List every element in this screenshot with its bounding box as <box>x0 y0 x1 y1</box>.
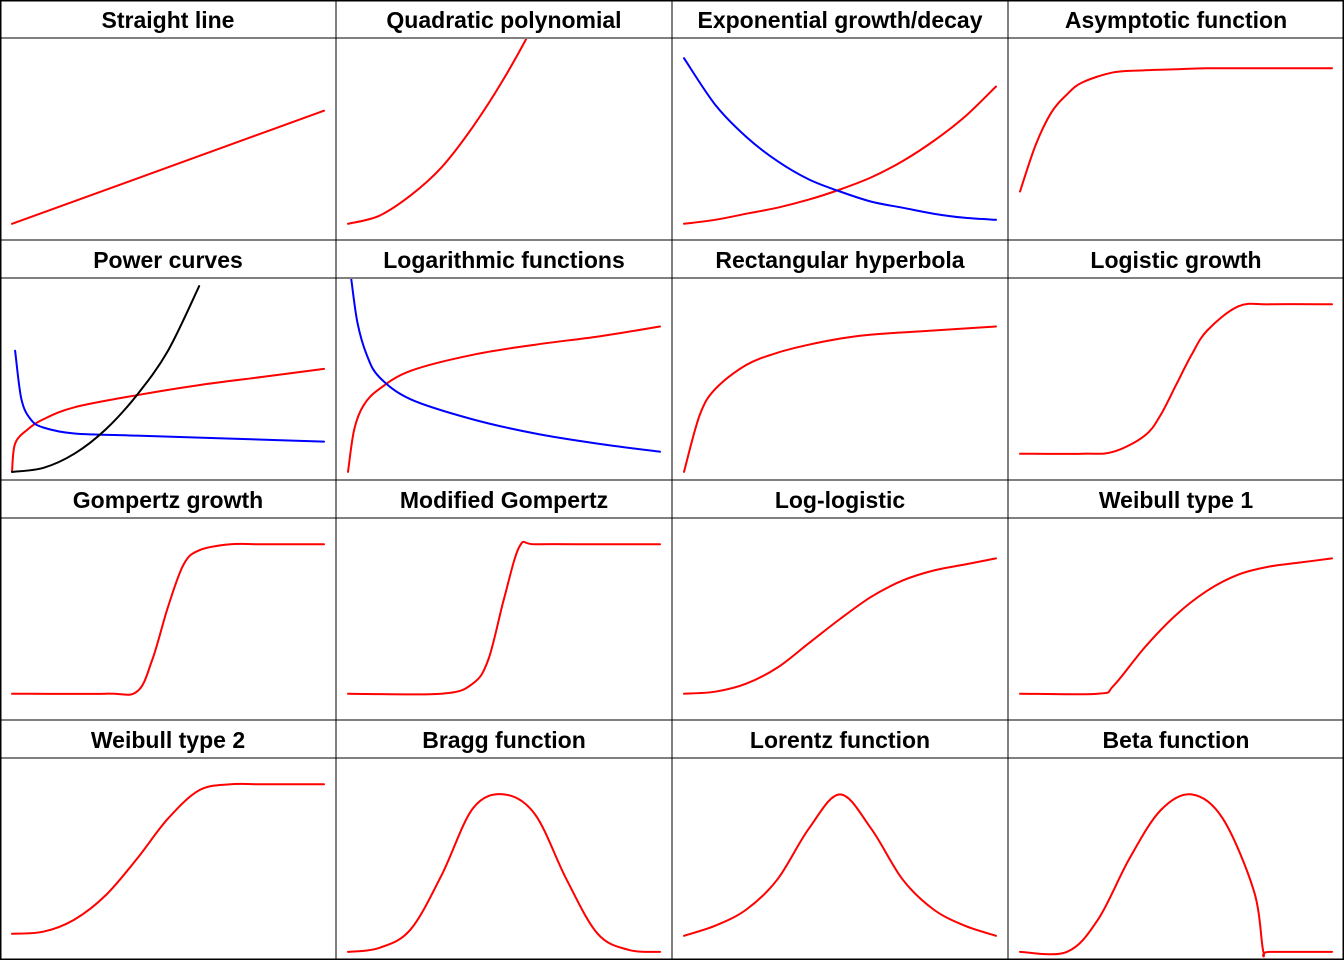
panel-title-asymptotic-function: Asymptotic function <box>1065 7 1287 33</box>
series-line-log-logistic <box>683 557 997 695</box>
panel-lorentz-function: Lorentz function <box>683 727 997 937</box>
panel-logarithmic-functions: Logarithmic functions <box>347 247 661 473</box>
series-line-quadratic <box>347 39 528 225</box>
series-line-bragg <box>347 793 661 953</box>
plot-area-asymptotic-function <box>1019 67 1333 193</box>
plot-area-bragg-function <box>347 793 661 953</box>
panel-modified-gompertz: Modified Gompertz <box>347 487 661 696</box>
series-line-power-exponent-between-0-and-1 <box>11 367 325 473</box>
panel-title-quadratic-polynomial: Quadratic polynomial <box>386 7 621 33</box>
plot-area-modified-gompertz <box>347 540 661 696</box>
panel-title-lorentz-function: Lorentz function <box>750 727 930 753</box>
series-line-gompertz <box>11 542 325 696</box>
panel-title-weibull-type-2: Weibull type 2 <box>91 727 245 753</box>
series-line-exponential-growth <box>683 85 997 225</box>
series-line-increasing-line <box>11 109 325 225</box>
panel-log-logistic: Log-logistic <box>683 487 997 695</box>
panel-title-rectangular-hyperbola: Rectangular hyperbola <box>715 247 964 273</box>
panel-bragg-function: Bragg function <box>347 727 661 953</box>
panel-title-log-logistic: Log-logistic <box>775 487 906 513</box>
plot-area-logarithmic-functions <box>347 279 661 473</box>
series-line-power-exponent-greater-than-1 <box>11 285 201 473</box>
plot-area-log-logistic <box>683 557 997 695</box>
panel-title-exponential-growth-decay: Exponential growth/decay <box>698 7 983 33</box>
panel-title-gompertz-growth: Gompertz growth <box>73 487 263 513</box>
plot-area-lorentz-function <box>683 793 997 937</box>
panel-quadratic-polynomial: Quadratic polynomial <box>347 7 622 225</box>
series-line-power-negative-exponent <box>14 349 325 443</box>
series-line-logarithmic-decrease <box>350 279 661 453</box>
panel-title-power-curves: Power curves <box>93 247 243 273</box>
panel-gompertz-growth: Gompertz growth <box>11 487 325 696</box>
panel-title-logarithmic-functions: Logarithmic functions <box>383 247 625 273</box>
plot-area-exponential-growth-decay <box>683 57 997 225</box>
panels-layer: Straight line Quadratic polynomial Exponen… <box>11 7 1333 958</box>
series-line-logistic <box>1019 302 1333 455</box>
panel-title-straight-line: Straight line <box>102 7 235 33</box>
plot-area-weibull-type-2 <box>11 782 325 935</box>
panel-logistic-growth: Logistic growth <box>1019 247 1333 455</box>
panel-weibull-type-1: Weibull type 1 <box>1019 487 1333 696</box>
series-line-beta <box>1019 793 1333 958</box>
plot-area-weibull-type-1 <box>1019 557 1333 696</box>
panel-title-bragg-function: Bragg function <box>422 727 586 753</box>
panel-title-weibull-type-1: Weibull type 1 <box>1099 487 1253 513</box>
plot-area-quadratic-polynomial <box>347 39 528 225</box>
plot-area-straight-line <box>11 109 325 225</box>
panel-beta-function: Beta function <box>1019 727 1333 958</box>
series-line-lorentz <box>683 793 997 937</box>
series-line-modified-gompertz <box>347 540 661 696</box>
panel-rectangular-hyperbola: Rectangular hyperbola <box>683 247 997 473</box>
panel-straight-line: Straight line <box>11 7 325 225</box>
series-line-logarithmic-increase <box>347 325 661 473</box>
panel-title-modified-gompertz: Modified Gompertz <box>400 487 608 513</box>
panel-exponential-growth-decay: Exponential growth/decay <box>683 7 997 225</box>
plot-area-logistic-growth <box>1019 302 1333 455</box>
series-line-weibull-type-2 <box>11 782 325 935</box>
series-line-exponential-decay <box>683 57 997 221</box>
plot-area-gompertz-growth <box>11 542 325 696</box>
series-line-weibull-type-1 <box>1019 557 1333 696</box>
panel-asymptotic-function: Asymptotic function <box>1019 7 1333 193</box>
panel-title-beta-function: Beta function <box>1103 727 1250 753</box>
plot-area-power-curves <box>11 285 325 473</box>
plot-area-beta-function <box>1019 793 1333 958</box>
panel-power-curves: Power curves <box>11 247 325 473</box>
panel-title-logistic-growth: Logistic growth <box>1090 247 1261 273</box>
panel-weibull-type-2: Weibull type 2 <box>11 727 325 935</box>
series-line-rectangular-hyperbola <box>683 325 997 473</box>
series-line-asymptotic <box>1019 67 1333 193</box>
plot-area-rectangular-hyperbola <box>683 325 997 473</box>
